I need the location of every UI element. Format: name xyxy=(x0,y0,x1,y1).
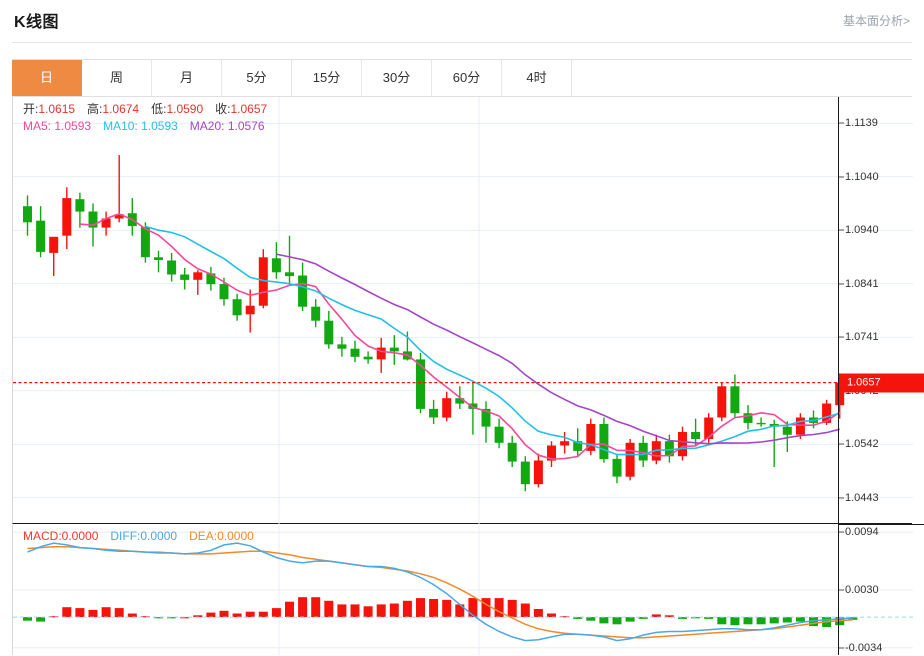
candlestick-plot xyxy=(13,97,913,524)
header-divider xyxy=(12,42,912,43)
price-axis: 1.11391.10401.09401.08411.07411.06421.05… xyxy=(838,97,924,655)
macd-tick-mark xyxy=(839,647,844,649)
current-price-badge: 1.0657 xyxy=(839,373,924,393)
timeframe-tabbar: 日 周 月 5分 15分 30分 60分 4时 xyxy=(12,59,912,97)
tabbar-filler xyxy=(572,60,912,96)
price-tick-label: 1.0741 xyxy=(845,331,879,344)
tab-5min[interactable]: 5分 xyxy=(222,60,292,96)
price-tick-label: 1.0443 xyxy=(845,491,879,504)
tab-week[interactable]: 周 xyxy=(82,60,152,96)
macd-tick-label: -0.0034 xyxy=(845,641,883,654)
price-tick-label: 1.0940 xyxy=(845,224,879,237)
tab-day[interactable]: 日 xyxy=(12,60,82,96)
tab-30min[interactable]: 30分 xyxy=(362,60,432,96)
price-tick-label: 1.1040 xyxy=(845,170,879,183)
tab-4hour[interactable]: 4时 xyxy=(502,60,572,96)
macd-plot xyxy=(13,525,913,655)
page-header: K线图 基本面分析> xyxy=(0,0,924,42)
tab-60min[interactable]: 60分 xyxy=(432,60,502,96)
macd-tick-mark xyxy=(839,589,844,591)
tab-month[interactable]: 月 xyxy=(152,60,222,96)
macd-tick-label: 0.0094 xyxy=(845,526,879,539)
price-tick-mark xyxy=(839,283,844,285)
macd-tick-label: 0.0030 xyxy=(845,584,879,596)
macd-tick-mark xyxy=(839,531,844,533)
macd-panel[interactable]: MACD:0.0000 DIFF:0.0000 DEA:0.0000 xyxy=(12,525,913,655)
price-tick-mark xyxy=(839,336,844,338)
axis-separator xyxy=(838,524,924,525)
fundamental-analysis-link[interactable]: 基本面分析> xyxy=(842,14,910,28)
price-tick-mark xyxy=(839,229,844,231)
candlestick-panel[interactable]: 开:1.0615 高:1.0674 低:1.0590 收:1.0657 MA5: 1.… xyxy=(12,97,913,524)
price-tick-mark xyxy=(839,122,844,124)
page-title: K线图 xyxy=(14,14,60,31)
price-tick-label: 1.1139 xyxy=(845,117,878,130)
price-tick-mark xyxy=(839,443,844,445)
price-tick-label: 1.0841 xyxy=(845,277,879,290)
price-tick-mark xyxy=(839,497,844,499)
tab-15min[interactable]: 15分 xyxy=(292,60,362,96)
price-tick-mark xyxy=(839,176,844,178)
price-tick-label: 1.0542 xyxy=(845,438,879,451)
chart-area: 开:1.0615 高:1.0674 低:1.0590 收:1.0657 MA5: 1.… xyxy=(12,97,913,655)
